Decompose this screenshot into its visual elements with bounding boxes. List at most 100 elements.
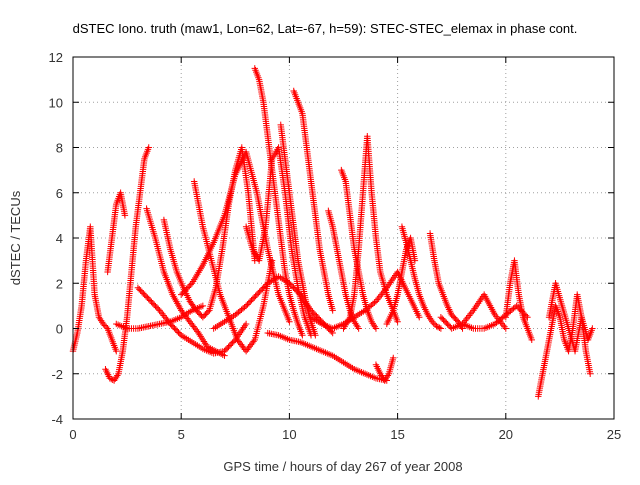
data-point (250, 338, 257, 345)
data-point (246, 298, 254, 305)
axes-ticks: 0 5 10 15 20 25 -4 -2 0 2 4 6 8 10 12 (49, 50, 622, 442)
data-point (589, 325, 596, 332)
data-point (228, 340, 235, 348)
data-point (178, 307, 185, 314)
data-point (433, 323, 440, 330)
data-point (192, 326, 200, 333)
y-tick-label: -2 (51, 367, 63, 382)
data-series (113, 302, 207, 332)
data-point (291, 285, 299, 293)
data-point (312, 332, 319, 339)
x-tick-label: 0 (69, 427, 76, 442)
data-point (179, 289, 186, 297)
data-point (140, 290, 147, 297)
data-point (390, 354, 397, 362)
data-point (204, 308, 212, 315)
data-point (445, 322, 453, 329)
data-point (372, 325, 380, 332)
y-tick-label: 2 (56, 276, 63, 291)
data-point (286, 318, 293, 325)
y-tick-label: -4 (51, 412, 63, 427)
data-point (171, 325, 178, 332)
y-tick-label: 8 (56, 141, 63, 156)
data-series (251, 65, 306, 339)
data-point (137, 287, 144, 294)
data-point (229, 339, 236, 346)
y-tick-label: 4 (56, 231, 63, 246)
data-point (249, 339, 256, 347)
data-point (261, 282, 269, 290)
data-series (383, 234, 419, 328)
data-point (148, 298, 155, 306)
y-tick-label: 0 (56, 322, 63, 337)
y-axis-label: dSTEC / TECUs (8, 190, 23, 285)
data-point (242, 347, 250, 355)
data-point (502, 325, 509, 332)
data-point (329, 307, 336, 314)
data-point (182, 287, 189, 294)
data-point (134, 284, 142, 291)
data-point (241, 303, 248, 311)
data-point (255, 289, 262, 297)
data-point (190, 323, 197, 330)
data-point (178, 291, 185, 298)
data-point (106, 375, 113, 382)
data-series (372, 354, 397, 384)
data-point (244, 301, 251, 308)
data-point (145, 144, 152, 151)
data-point (185, 316, 192, 324)
data-point (439, 315, 446, 322)
data-point (259, 285, 266, 293)
data-point (221, 347, 228, 355)
data-point (430, 320, 437, 327)
data-point (194, 328, 201, 335)
y-tick-label: 12 (49, 50, 63, 65)
data-point (138, 288, 146, 296)
data-point (141, 291, 148, 299)
data-point (437, 325, 445, 332)
data-point (416, 313, 423, 321)
x-tick-label: 15 (390, 427, 404, 442)
data-point (152, 302, 159, 310)
data-point (136, 285, 143, 293)
y-tick-label: 10 (49, 95, 63, 110)
x-tick-label: 25 (607, 427, 621, 442)
data-point (253, 291, 261, 298)
x-axis-label: GPS time / hours of day 267 of year 2008 (223, 459, 462, 474)
data-point (443, 319, 450, 327)
data-point (223, 345, 231, 352)
data-point (248, 297, 255, 304)
data-point (184, 284, 192, 291)
data-point (440, 316, 447, 324)
data-point (237, 341, 245, 348)
data-point (239, 343, 246, 350)
data-point (242, 302, 250, 310)
data-point (242, 320, 250, 328)
data-series (134, 284, 250, 357)
data-point (153, 304, 161, 311)
data-point (145, 295, 152, 303)
data-point (236, 339, 244, 347)
data-point (441, 318, 449, 325)
data-point (149, 300, 156, 307)
data-point (355, 325, 362, 332)
data-series (426, 230, 466, 332)
data-point (247, 341, 255, 348)
data-point (189, 321, 196, 329)
data-point (183, 285, 190, 293)
data-point (586, 370, 594, 377)
data-point (101, 322, 108, 329)
data-series (290, 87, 336, 314)
data-series (160, 144, 258, 321)
data-point (142, 293, 150, 300)
data-point (222, 346, 230, 353)
data-point (184, 315, 191, 322)
data-point (256, 288, 263, 295)
data-point (444, 321, 451, 328)
data-point (121, 212, 129, 219)
data-series (104, 189, 129, 276)
data-point (411, 257, 419, 264)
data-point (173, 327, 181, 335)
data-series (307, 268, 423, 332)
